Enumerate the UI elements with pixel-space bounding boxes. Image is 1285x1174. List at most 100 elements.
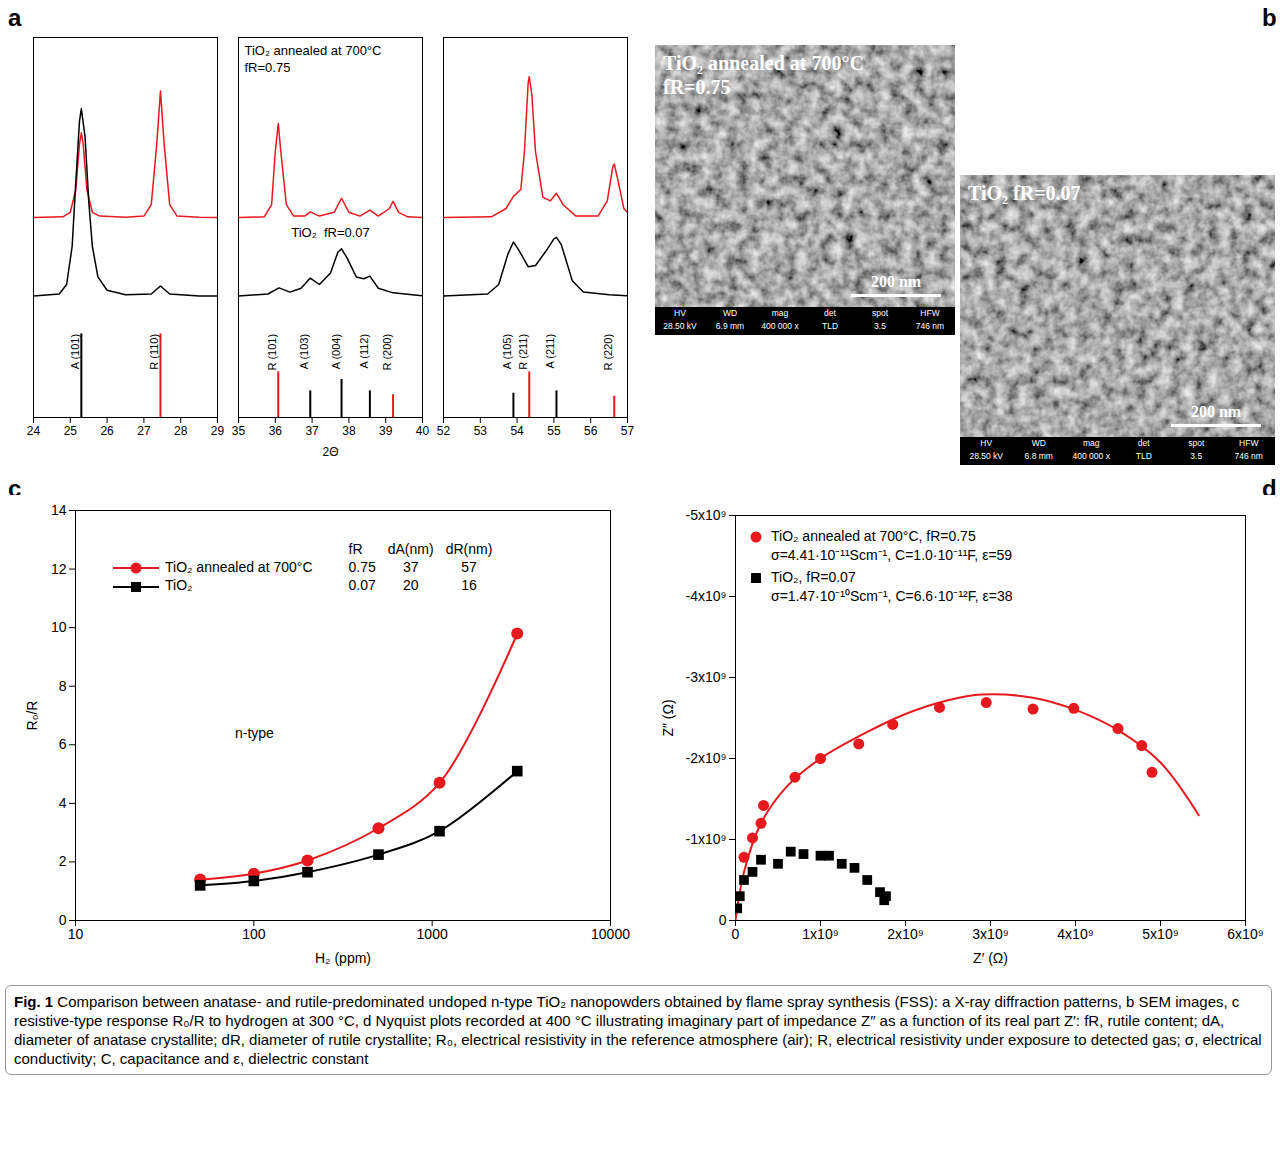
svg-text:52: 52: [437, 424, 451, 438]
html-text:28.50 kV: 28.50 kV: [663, 321, 697, 331]
svg-text:-2x10⁹: -2x10⁹: [685, 750, 726, 766]
html-text:a: a: [8, 4, 22, 31]
html-text:n-type: n-type: [235, 725, 274, 741]
svg-text:53: 53: [474, 424, 488, 438]
html-text:σ=4.41·10⁻¹¹Scm⁻¹, C=1.0·10⁻¹¹: σ=4.41·10⁻¹¹Scm⁻¹, C=1.0·10⁻¹¹F, ε=59: [771, 547, 1013, 563]
svg-text:A (004): A (004): [330, 334, 342, 369]
svg-text:35: 35: [232, 424, 246, 438]
svg-text:6x10⁹: 6x10⁹: [1227, 926, 1263, 942]
html-text:dA(nm): dA(nm): [387, 541, 434, 557]
html-text:TiO₂: TiO₂: [165, 577, 193, 594]
svg-text:A (101): A (101): [69, 334, 81, 369]
html-text:16: 16: [461, 577, 477, 594]
svg-text:-1x10⁹: -1x10⁹: [685, 831, 726, 847]
svg-text:A (103): A (103): [298, 334, 310, 369]
svg-text:100: 100: [242, 926, 266, 942]
svg-text:24: 24: [27, 424, 41, 438]
html-text:200 nm: 200 nm: [870, 273, 922, 290]
svg-text:56: 56: [584, 424, 598, 438]
svg-text:R₀/R: R₀/R: [24, 701, 40, 731]
svg-text:28: 28: [174, 424, 188, 438]
svg-text:14: 14: [51, 502, 67, 518]
svg-text:37: 37: [305, 424, 319, 438]
svg-text:55: 55: [547, 424, 561, 438]
svg-text:4: 4: [59, 795, 67, 811]
svg-text:54: 54: [510, 424, 524, 438]
svg-text:2Θ: 2Θ: [322, 445, 338, 459]
svg-text:1000: 1000: [417, 926, 448, 942]
svg-text:R (211): R (211): [517, 334, 529, 370]
html-text:σ=1.47·10⁻¹⁰Scm⁻¹, C=6.6·10⁻¹²: σ=1.47·10⁻¹⁰Scm⁻¹, C=6.6·10⁻¹²F, ε=38: [771, 588, 1013, 604]
svg-text:40: 40: [416, 424, 430, 438]
svg-text:0: 0: [59, 912, 67, 928]
svg-text:fR=0.75: fR=0.75: [245, 60, 291, 75]
html-text:dR(nm): dR(nm): [445, 541, 493, 557]
html-text:TiO₂, fR=0.07: TiO₂, fR=0.07: [771, 569, 856, 585]
svg-text:A (112): A (112): [358, 334, 370, 369]
svg-text:Z″ (Ω): Z″ (Ω): [660, 699, 676, 736]
html-text:TiO₂ fR=0.07: TiO₂ fR=0.07: [968, 182, 1081, 204]
svg-text:2x10⁹: 2x10⁹: [887, 926, 923, 942]
html-text:b: b: [1262, 4, 1277, 31]
svg-text:26: 26: [100, 424, 114, 438]
svg-text:4x10⁹: 4x10⁹: [1057, 926, 1093, 942]
html-text:TiO₂ annealed at 700°C, fR=0.7: TiO₂ annealed at 700°C, fR=0.75: [771, 528, 976, 544]
svg-text:39: 39: [379, 424, 393, 438]
svg-text:12: 12: [51, 561, 67, 577]
html-text:37: 37: [402, 559, 419, 576]
html-text:200 nm: 200 nm: [1190, 403, 1242, 420]
svg-text:10000: 10000: [591, 926, 630, 942]
html-text:Fig. 1 Comparison between anat: Fig. 1 Comparison between anatase- and r…: [14, 993, 1262, 1067]
svg-text:8: 8: [59, 678, 67, 694]
html-text:3.5: 3.5: [874, 321, 886, 331]
svg-text:A (105): A (105): [501, 334, 513, 369]
svg-text:10: 10: [68, 926, 84, 942]
html-text:fR: fR: [348, 541, 363, 557]
html-text:WD: WD: [722, 308, 738, 318]
svg-text:0: 0: [719, 912, 727, 928]
svg-text:57: 57: [621, 424, 635, 438]
svg-text:36: 36: [269, 424, 283, 438]
svg-text:-3x10⁹: -3x10⁹: [685, 669, 726, 685]
html-text:57: 57: [461, 559, 477, 576]
svg-text:1x10⁹: 1x10⁹: [802, 926, 838, 942]
svg-text:25: 25: [64, 424, 78, 438]
html-text:HV: HV: [674, 308, 686, 318]
html-text:746 nm: 746 nm: [915, 321, 945, 331]
svg-text:0: 0: [732, 926, 740, 942]
svg-text:27: 27: [137, 424, 151, 438]
svg-text:-5x10⁹: -5x10⁹: [685, 507, 726, 523]
svg-text:R (200): R (200): [381, 334, 393, 371]
html-text:6.9 mm: 6.9 mm: [715, 321, 745, 331]
html-text:0.75: 0.75: [348, 559, 376, 576]
svg-text:R (220): R (220): [602, 334, 614, 371]
svg-text:R (101): R (101): [266, 334, 278, 371]
html-text:spot: spot: [872, 308, 888, 318]
svg-text:R (110): R (110): [148, 334, 160, 370]
html-text:TiO₂ annealed at 700°C: TiO₂ annealed at 700°C: [165, 559, 313, 575]
svg-text:TiO₂ annealed at 700°C: TiO₂ annealed at 700°C: [245, 43, 382, 58]
html-text:d: d: [1262, 475, 1277, 502]
svg-text:-4x10⁹: -4x10⁹: [685, 588, 726, 604]
html-text:c: c: [8, 475, 22, 502]
svg-text:29: 29: [211, 424, 225, 438]
html-text:fR=0.75: fR=0.75: [663, 76, 731, 98]
html-text:0.07: 0.07: [348, 577, 376, 594]
svg-text:38: 38: [342, 424, 356, 438]
html-text:400 000 x: 400 000 x: [761, 321, 799, 331]
html-text:det: det: [824, 308, 836, 318]
html-text:TiO₂ annealed at 700°C: TiO₂ annealed at 700°C: [663, 52, 864, 74]
svg-text:5x10⁹: 5x10⁹: [1142, 926, 1178, 942]
svg-text:2: 2: [59, 853, 67, 869]
svg-text:3x10⁹: 3x10⁹: [972, 926, 1008, 942]
svg-text:Z′ (Ω): Z′ (Ω): [973, 950, 1008, 966]
svg-text:A (211): A (211): [544, 334, 556, 369]
svg-text:6: 6: [59, 736, 67, 752]
html-text:HFW: HFW: [920, 308, 940, 318]
html-text:TLD: TLD: [822, 321, 838, 331]
svg-text:TiO₂ fR=0.07: TiO₂ fR=0.07: [291, 225, 370, 240]
html-text:20: 20: [402, 577, 419, 594]
svg-text:10: 10: [51, 619, 67, 635]
html-text:mag: mag: [771, 308, 789, 318]
svg-text:H₂ (ppm): H₂ (ppm): [315, 950, 371, 966]
